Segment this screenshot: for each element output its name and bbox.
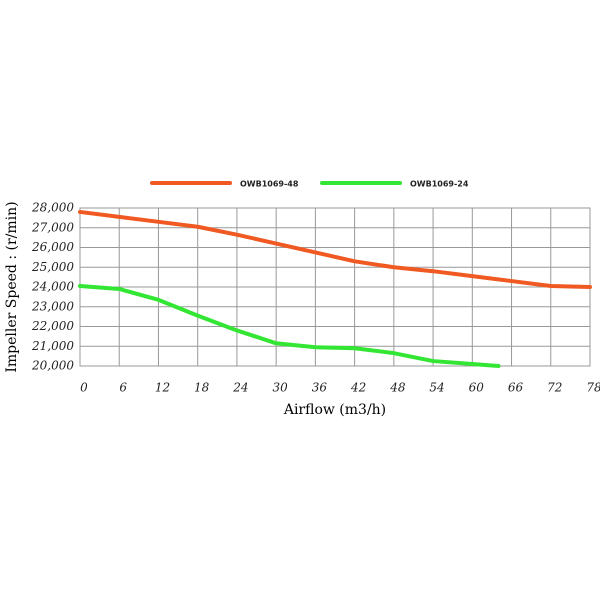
x-tick-label: 0	[80, 381, 88, 395]
x-tick-label: 54	[429, 381, 444, 395]
x-tick-label: 42	[350, 381, 366, 395]
legend-label: OWB1069-48	[240, 180, 299, 189]
y-tick-label: 22,000	[31, 319, 74, 333]
x-tick-label: 12	[155, 381, 170, 395]
y-tick-label: 28,000	[31, 201, 74, 215]
x-tick-label: 30	[273, 381, 289, 395]
x-tick-label: 24	[232, 381, 248, 395]
series-line	[78, 284, 501, 368]
series-line	[78, 209, 592, 289]
legend-label: OWB1069-24	[410, 180, 469, 189]
y-tick-label: 25,000	[31, 260, 74, 274]
y-tick-label: 21,000	[31, 339, 74, 353]
x-tick-label: 48	[389, 381, 406, 395]
x-tick-label: 78	[586, 381, 600, 395]
y-tick-label: 23,000	[31, 299, 74, 313]
x-tick-label: 6	[119, 381, 127, 395]
x-tick-label: 72	[547, 381, 562, 395]
x-axis-title: Airflow (m3/h)	[283, 402, 386, 418]
x-tick-label: 66	[508, 381, 524, 395]
y-tick-label: 27,000	[31, 220, 74, 234]
y-tick-label: 24,000	[31, 280, 74, 294]
y-tick-label: 20,000	[31, 359, 74, 373]
x-tick-label: 60	[469, 381, 485, 395]
y-axis-title: Impeller Speed : (r/min)	[4, 201, 20, 372]
y-tick-label: 26,000	[31, 240, 74, 254]
x-tick-label: 36	[312, 381, 328, 395]
x-tick-label: 18	[194, 381, 210, 395]
